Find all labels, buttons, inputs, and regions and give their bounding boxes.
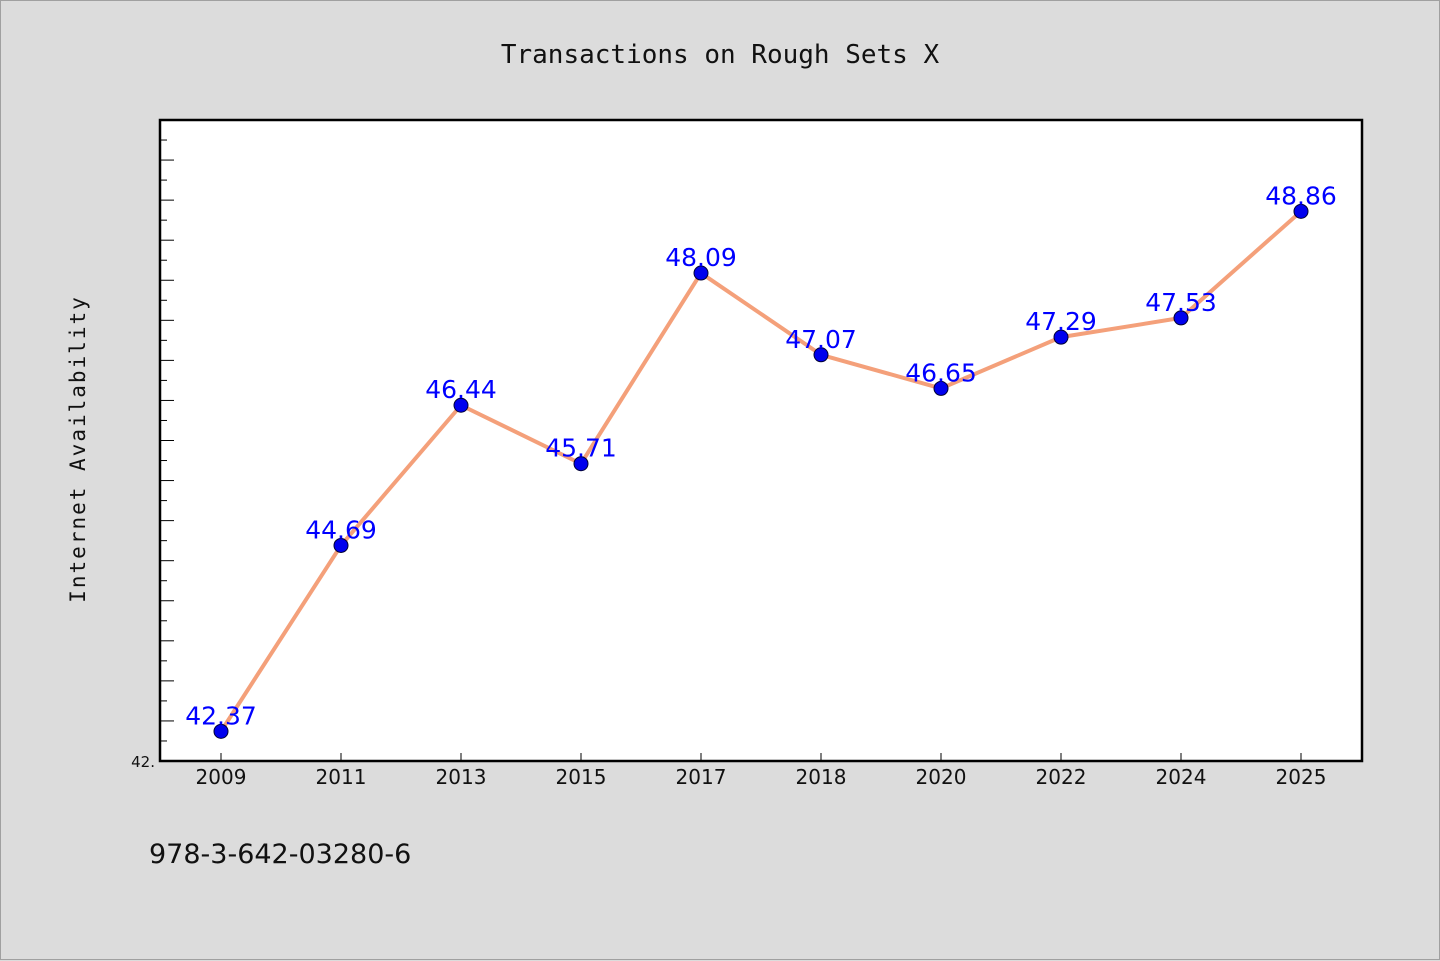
x-tick-label: 2011: [316, 765, 367, 789]
data-point: [1053, 329, 1069, 345]
data-point: [933, 380, 949, 396]
data-point: [333, 537, 349, 553]
x-tick-label: 2024: [1156, 765, 1207, 789]
data-label: 48.09: [665, 243, 737, 272]
data-point: [1173, 310, 1189, 326]
series-line-group: [219, 209, 1303, 733]
x-tick-label: 2009: [196, 765, 247, 789]
data-label: 46.44: [425, 375, 497, 404]
x-tick-label: 2020: [916, 765, 967, 789]
data-label: 47.07: [785, 325, 857, 354]
data-point: [693, 265, 709, 281]
x-tick-label: 2017: [676, 765, 727, 789]
chart-title: Transactions on Rough Sets X: [501, 40, 940, 70]
data-point: [573, 456, 589, 472]
y-axis-ticks: [160, 119, 174, 762]
data-label: 42.37: [185, 701, 257, 730]
x-tick-label: 2013: [436, 765, 487, 789]
data-point: [813, 347, 829, 363]
data-point: [453, 397, 469, 413]
y-tick-label: 42.: [131, 753, 155, 771]
series-line: [219, 209, 1303, 733]
data-labels: 42.37 44.69 46.44 45.71 48.09 47.07 46.65 47.29…: [185, 181, 1337, 730]
data-label: 47.29: [1025, 307, 1097, 336]
isbn-text: 978-3-642-03280-6: [149, 839, 411, 870]
data-point: [213, 723, 229, 739]
x-tick-label: 2022: [1036, 765, 1087, 789]
series-markers: [213, 203, 1309, 739]
x-tick-label: 2018: [796, 765, 847, 789]
x-axis: 2009 2011 2013 2015 2017 2018 2020 2022 2024 2025: [196, 753, 1327, 789]
data-label: 44.69: [305, 515, 377, 544]
data-label: 45.71: [545, 434, 617, 463]
x-tick-label: 2025: [1276, 765, 1327, 789]
x-tick-label: 2015: [556, 765, 607, 789]
y-axis-label: Internet Availability: [66, 295, 90, 603]
data-label: 48.86: [1265, 181, 1337, 210]
plot-area: [158, 118, 1364, 763]
data-label: 47.53: [1145, 288, 1217, 317]
data-point: [1293, 203, 1309, 219]
data-label: 46.65: [905, 358, 977, 387]
